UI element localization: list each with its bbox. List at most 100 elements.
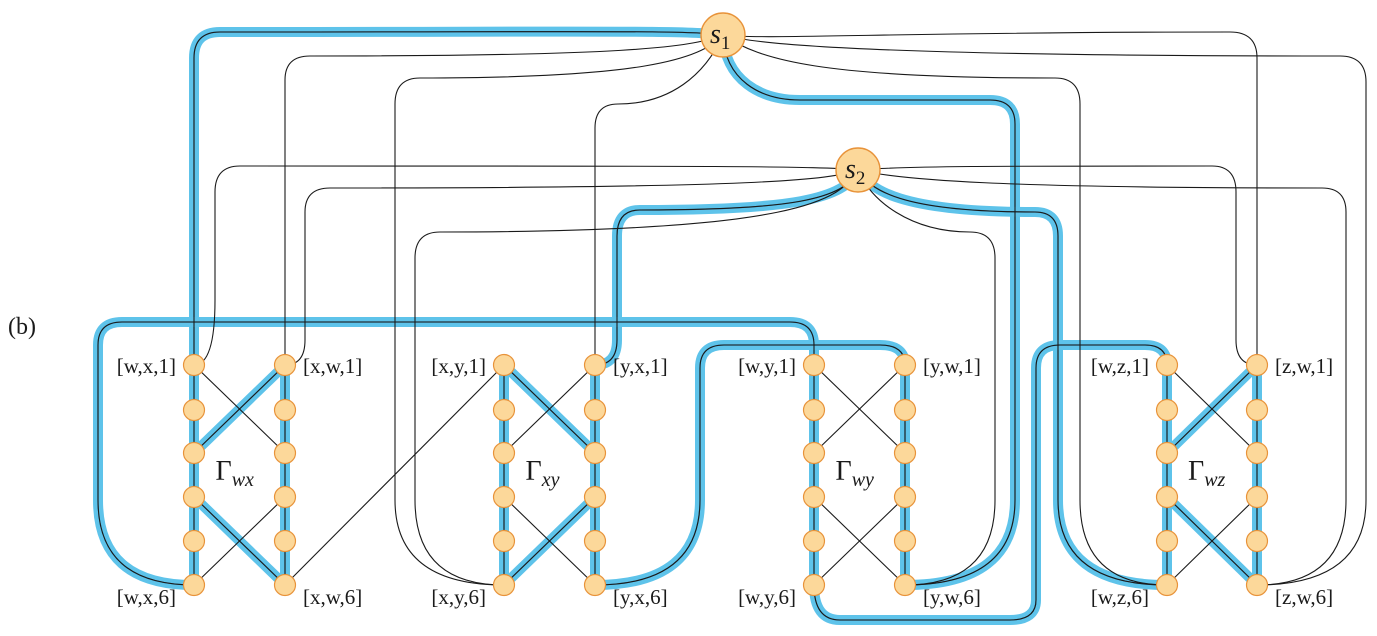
vertex-wx-l3	[182, 441, 206, 465]
vertex-wz-l6	[1155, 573, 1179, 597]
vertex-label-wz-top-right: [z,w,1]	[1275, 354, 1333, 378]
gadget-label-sub: wx	[232, 469, 254, 491]
vertex-wz-l2	[1155, 398, 1179, 422]
source-label-s1: s1	[710, 19, 730, 54]
edge-s1-to-xw-1	[284, 34, 724, 365]
gadget-label-sub: xy	[541, 469, 560, 491]
vertex-wx-r4	[273, 485, 297, 509]
edge-wz-11	[1166, 364, 1258, 454]
edge-s1-to-yw-6	[722, 34, 1016, 586]
highlight-s1-to-wx-1-core	[193, 31, 724, 366]
vertex-wx-r1	[273, 353, 297, 377]
gadget-label-symbol: Γ	[526, 456, 542, 487]
vertex-wx-l2	[182, 398, 206, 422]
vertex-layer	[182, 12, 1269, 597]
vertex-label-wx-top-right: [x,w,1]	[303, 354, 362, 378]
highlight-yx6-to-wy1-core	[594, 344, 906, 586]
vertex-wy-r2	[893, 398, 917, 422]
vertex-wy-r1	[893, 353, 917, 377]
vertex-wy-r4	[893, 485, 917, 509]
vertex-xy-l2	[492, 398, 516, 422]
vertex-xy-r2	[583, 398, 607, 422]
vertex-xy-r3	[583, 441, 607, 465]
vertex-xy-r6	[583, 573, 607, 597]
vertex-label-wy-top-left: [w,y,1]	[738, 354, 796, 378]
gadget-label-wy: Γwy	[836, 456, 875, 491]
edge-s2-to-xy-6	[414, 169, 859, 586]
gadget-label-sub: wy	[852, 469, 874, 491]
vertex-wx-r5	[273, 529, 297, 553]
vertex-label-wy-bottom-left: [w,y,6]	[738, 585, 796, 609]
vertex-wy-l2	[802, 398, 826, 422]
vertex-xy-l4	[492, 485, 516, 509]
highlight-s1-to-wx-1	[189, 26, 728, 370]
vertex-label-wz-bottom-right: [z,w,6]	[1275, 585, 1333, 609]
vertex-wy-r3	[893, 441, 917, 465]
vertex-label-wz-bottom-left: [w,z,6]	[1091, 585, 1149, 609]
vertex-wx-r2	[273, 398, 297, 422]
vertex-wx-l5	[182, 529, 206, 553]
vertex-wx-l6	[182, 573, 206, 597]
source-vertex-s2	[835, 147, 881, 193]
vertex-wz-l1	[1155, 353, 1179, 377]
highlighted-cycle-layer	[93, 26, 1262, 625]
vertex-wy-l1	[802, 353, 826, 377]
edge-s2-to-xw-1	[284, 169, 859, 366]
vertex-wz-l3	[1155, 441, 1179, 465]
gadget-label-xy: Γxy	[526, 456, 560, 491]
vertex-label-xy-top-right: [y,x,1]	[613, 354, 668, 378]
gadget-label-symbol: Γ	[216, 456, 232, 487]
edge-s2-to-wx-1	[193, 165, 859, 366]
vertex-wy-l5	[802, 529, 826, 553]
vertex-wz-l4	[1155, 485, 1179, 509]
edge-wy-11	[813, 364, 906, 454]
vertex-label-xy-bottom-left: [x,y,6]	[431, 585, 486, 609]
vertex-wy-r5	[893, 529, 917, 553]
vertex-label-wx-top-left: [w,x,1]	[117, 354, 176, 378]
edge-s1-to-wx-1	[193, 31, 724, 365]
edge-wz-13	[1166, 496, 1258, 586]
vertex-wy-l3	[802, 441, 826, 465]
vertex-label-wy-top-right: [y,w,1]	[923, 354, 981, 378]
edge-s2-to-wz-6	[857, 169, 1168, 586]
highlight-s1-to-yw-6-core	[722, 34, 1016, 586]
edge-xw6-to-xy1	[284, 364, 505, 586]
vertex-label-wy-bottom-right: [y,w,6]	[923, 585, 981, 609]
vertex-xy-l3	[492, 441, 516, 465]
vertex-wx-l4	[182, 485, 206, 509]
edge-s2-to-yw-6	[857, 169, 996, 586]
vertex-wx-r3	[273, 441, 297, 465]
source-label-base: s	[845, 154, 856, 185]
vertex-label-wx-bottom-left: [w,x,6]	[117, 585, 176, 609]
edge-s2-to-yx-1	[594, 169, 859, 366]
source-label-sub: 2	[856, 168, 866, 189]
gadget-label-symbol: Γ	[1188, 456, 1204, 487]
vertex-xy-l5	[492, 529, 516, 553]
highlight-s2-to-yx-1	[590, 165, 863, 370]
panel-label: (b)	[8, 314, 36, 340]
vertex-wy-l4	[802, 485, 826, 509]
source-label-s2: s2	[845, 154, 865, 189]
gadget-label-wx: Γwx	[216, 456, 255, 491]
edge-wy6-to-wz1	[813, 344, 1168, 621]
gadget-label-wz: Γwz	[1188, 456, 1226, 491]
edge-s1-to-zw-6	[722, 34, 1367, 586]
gadget-label-sub: wz	[1204, 469, 1225, 491]
edge-wx6-to-wy1	[97, 321, 815, 586]
vertex-wz-r5	[1245, 529, 1269, 553]
edge-xy-13	[503, 496, 596, 586]
vertex-wz-r4	[1245, 485, 1269, 509]
edge-s2-to-zw-1	[857, 165, 1258, 366]
edge-s1-to-yx-1	[594, 34, 724, 365]
vertex-wy-l6	[802, 573, 826, 597]
edge-wx-11	[193, 364, 286, 454]
vertex-wz-l5	[1155, 529, 1179, 553]
vertex-xy-r1	[583, 353, 607, 377]
edge-s2-to-zw-6	[857, 169, 1347, 586]
edge-s1-to-wz-6	[722, 34, 1168, 586]
vertex-wy-r6	[893, 573, 917, 597]
vertex-label-xy-top-left: [x,y,1]	[431, 354, 486, 378]
vertex-wz-r3	[1245, 441, 1269, 465]
